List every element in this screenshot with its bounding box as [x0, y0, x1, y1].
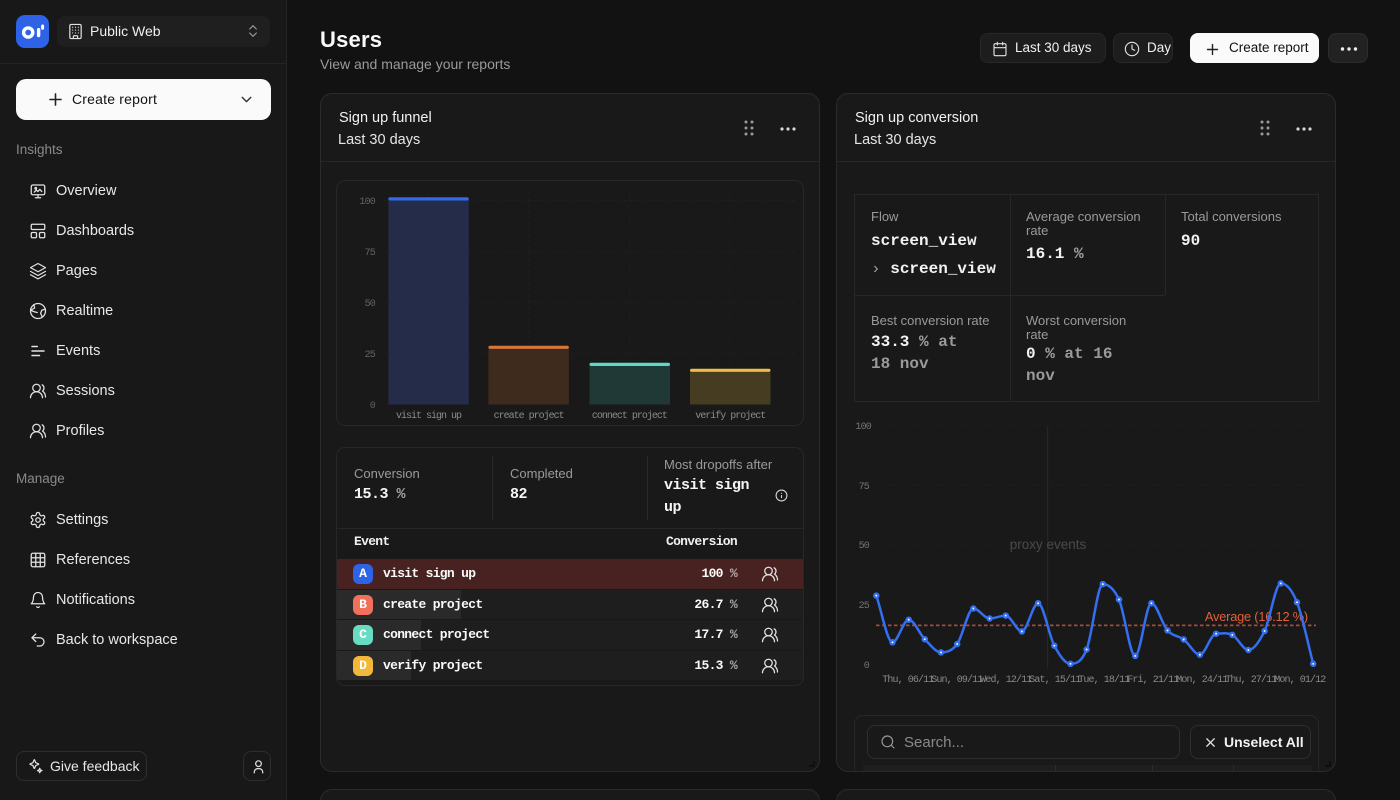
svg-text:Wed, 12/11: Wed, 12/11	[980, 674, 1032, 686]
svg-text:25: 25	[859, 601, 870, 612]
svg-text:Fri, 21/11: Fri, 21/11	[1127, 674, 1179, 686]
svg-text:75: 75	[365, 248, 376, 259]
svg-text:verify project: verify project	[695, 410, 765, 422]
svg-text:0: 0	[370, 401, 376, 412]
svg-text:100: 100	[359, 197, 375, 208]
svg-text:0: 0	[864, 661, 870, 672]
svg-text:Sun, 09/11: Sun, 09/11	[931, 674, 983, 686]
svg-text:75: 75	[859, 482, 870, 493]
svg-text:Mon, 24/11: Mon, 24/11	[1176, 674, 1228, 686]
svg-text:Average (16.12 %): Average (16.12 %)	[1205, 609, 1308, 624]
svg-text:Thu, 27/11: Thu, 27/11	[1225, 674, 1277, 686]
svg-text:Mon, 01/12: Mon, 01/12	[1274, 674, 1326, 686]
svg-text:Tue, 18/11: Tue, 18/11	[1078, 674, 1130, 686]
svg-text:Sat, 15/11: Sat, 15/11	[1029, 674, 1081, 686]
svg-text:50: 50	[859, 541, 870, 552]
svg-text:visit sign up: visit sign up	[396, 410, 462, 422]
svg-text:Thu, 06/11: Thu, 06/11	[882, 674, 934, 686]
svg-text:100: 100	[855, 422, 871, 433]
svg-text:create project: create project	[494, 410, 564, 422]
svg-text:proxy events: proxy events	[1010, 537, 1087, 552]
svg-text:connect project: connect project	[592, 410, 667, 422]
svg-text:25: 25	[365, 350, 376, 361]
svg-text:50: 50	[365, 299, 376, 310]
